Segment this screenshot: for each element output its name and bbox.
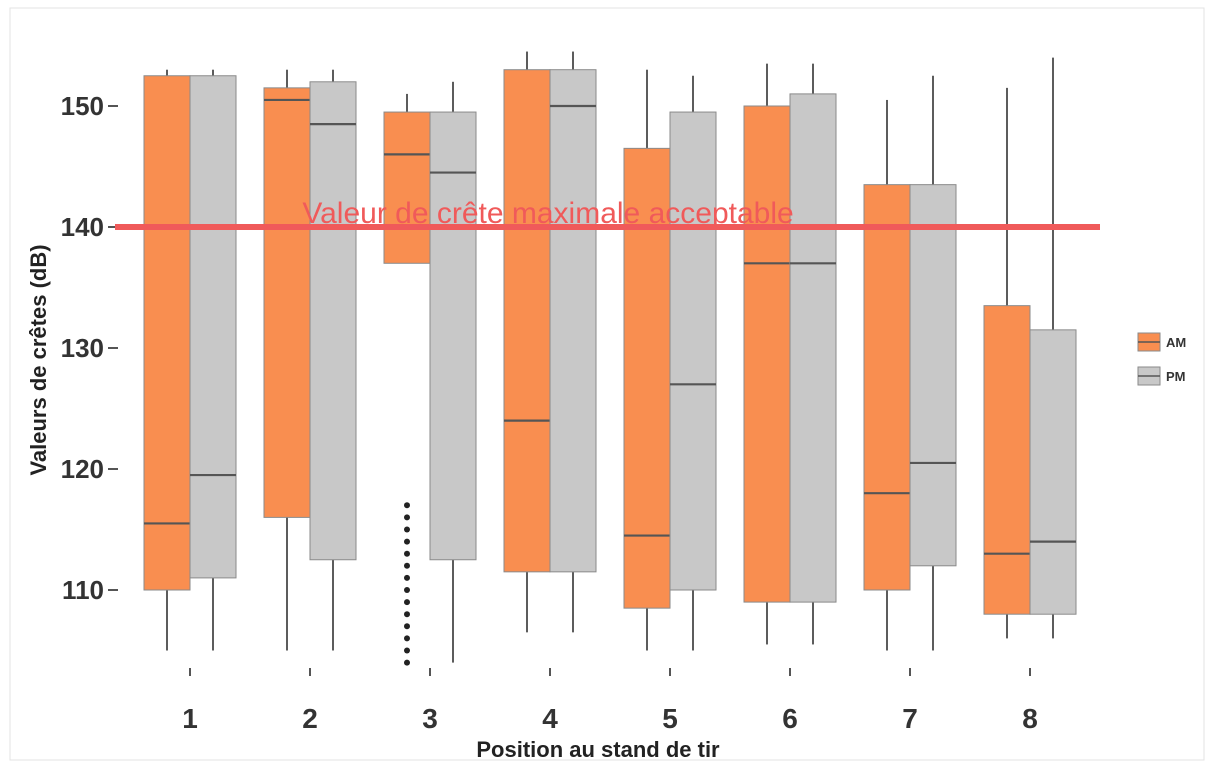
outlier-point bbox=[404, 514, 410, 521]
box-body bbox=[789, 93, 837, 603]
box-body bbox=[863, 184, 911, 591]
box-body bbox=[383, 111, 431, 264]
box-body bbox=[143, 75, 191, 591]
box-body bbox=[429, 111, 477, 561]
outlier-point bbox=[404, 562, 410, 569]
x-axis-title: Position au stand de tir bbox=[476, 737, 720, 762]
plot-frame bbox=[9, 7, 1205, 761]
y-tick-label: 140 bbox=[61, 212, 104, 242]
box-body bbox=[263, 87, 311, 518]
outlier-point bbox=[404, 550, 410, 557]
box-body bbox=[549, 69, 597, 573]
outlier-point bbox=[404, 526, 410, 533]
y-tick-label: 130 bbox=[61, 333, 104, 363]
y-tick-label: 150 bbox=[61, 91, 104, 121]
box-body bbox=[503, 69, 551, 573]
x-tick-label: 7 bbox=[902, 703, 918, 734]
box-group-pm-4 bbox=[549, 51, 597, 633]
box-group-pm-5 bbox=[669, 75, 717, 651]
box-group-am-8 bbox=[983, 87, 1031, 639]
box-group-am-5 bbox=[623, 69, 671, 651]
legend-label: PM bbox=[1166, 369, 1186, 384]
box-group-am-2 bbox=[263, 69, 311, 651]
x-tick-label: 6 bbox=[782, 703, 798, 734]
outlier-point bbox=[404, 502, 410, 509]
outlier-point bbox=[404, 574, 410, 581]
box-body bbox=[1029, 329, 1077, 615]
outlier-point bbox=[404, 611, 410, 618]
box-group-am-7 bbox=[863, 99, 911, 651]
box-group-pm-6 bbox=[789, 63, 837, 645]
box-group-pm-7 bbox=[909, 75, 957, 651]
box-body bbox=[909, 184, 957, 567]
x-tick-label: 4 bbox=[542, 703, 558, 734]
outlier-point bbox=[404, 659, 410, 666]
box-group-am-3 bbox=[383, 93, 431, 666]
box-body bbox=[743, 105, 791, 603]
box-body bbox=[669, 111, 717, 591]
box-group-pm-1 bbox=[189, 69, 237, 651]
box-group-am-4 bbox=[503, 51, 551, 633]
box-group-pm-8 bbox=[1029, 57, 1077, 639]
box-group-pm-2 bbox=[309, 69, 357, 651]
box-group-pm-3 bbox=[429, 81, 477, 663]
y-axis-title: Valeurs de crêtes (dB) bbox=[26, 244, 51, 475]
outlier-point bbox=[404, 599, 410, 606]
legend-label: AM bbox=[1166, 335, 1186, 350]
x-tick-label: 5 bbox=[662, 703, 678, 734]
box-body bbox=[189, 75, 237, 579]
x-tick-label: 3 bbox=[422, 703, 438, 734]
box-group-am-1 bbox=[143, 69, 191, 651]
y-tick-label: 110 bbox=[62, 575, 104, 605]
outlier-point bbox=[404, 647, 410, 654]
box-group-am-6 bbox=[743, 63, 791, 645]
box-body bbox=[983, 305, 1031, 615]
outlier-point bbox=[404, 623, 410, 630]
outlier-point bbox=[404, 587, 410, 593]
x-tick-label: 8 bbox=[1022, 703, 1038, 734]
x-tick-label: 1 bbox=[182, 703, 198, 734]
reference-line-label: Valeur de crête maximale acceptable bbox=[302, 197, 793, 230]
legend-item-am: AM bbox=[1137, 332, 1186, 352]
outlier-point bbox=[404, 538, 410, 545]
y-tick-label: 120 bbox=[61, 454, 104, 484]
legend-item-pm: PM bbox=[1137, 366, 1186, 386]
box-body bbox=[309, 81, 357, 561]
x-tick-label: 2 bbox=[302, 703, 318, 734]
outlier-point bbox=[404, 635, 410, 642]
